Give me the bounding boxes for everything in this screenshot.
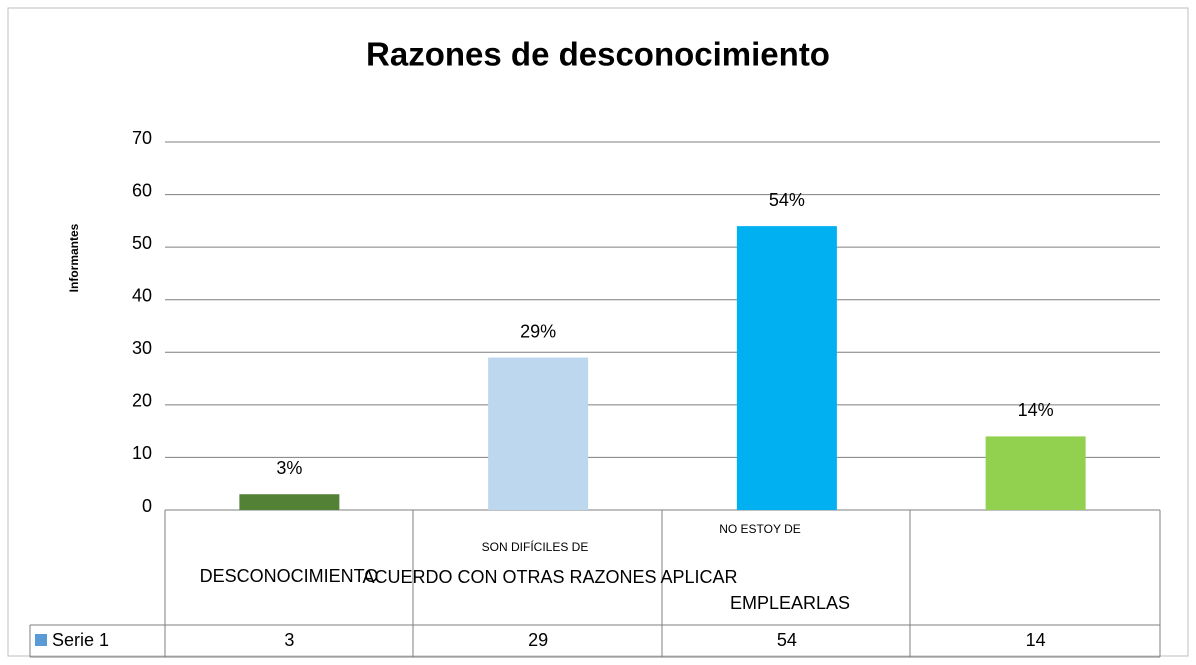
data-label: 14% (1018, 400, 1054, 420)
y-tick-label: 60 (132, 180, 152, 200)
y-tick-label: 40 (132, 285, 152, 305)
data-label: 29% (520, 321, 556, 341)
y-tick-label: 20 (132, 391, 152, 411)
table-value: 54 (777, 630, 797, 650)
bar (736, 226, 837, 510)
bar (239, 494, 340, 510)
x-tick-label: DESCONOCIMIENTO (200, 566, 379, 586)
y-tick-label: 30 (132, 338, 152, 358)
y-tick-label: 0 (142, 496, 152, 516)
table-value: 29 (528, 630, 548, 650)
chart-border (7, 7, 1189, 657)
bar (985, 436, 1086, 510)
y-axis-label: Informantes (67, 223, 81, 292)
chart-title: Razones de desconocimiento (366, 36, 830, 73)
data-label: 3% (276, 458, 302, 478)
category-note: ACUERDO CON OTRAS RAZONES APLICAR (362, 567, 737, 587)
table-value: 14 (1026, 630, 1046, 650)
category-note: EMPLEARLAS (730, 593, 850, 613)
bar (488, 357, 589, 510)
x-tick-label: SON DIFÍCILES DE (482, 539, 589, 554)
y-tick-label: 10 (132, 443, 152, 463)
legend-marker (35, 634, 47, 646)
table-value: 3 (284, 630, 294, 650)
y-tick-label: 70 (132, 128, 152, 148)
data-table (29, 510, 1161, 658)
legend-label: Serie 1 (52, 630, 109, 650)
y-tick-label: 50 (132, 233, 152, 253)
x-tick-label: NO ESTOY DE (719, 522, 801, 536)
data-label: 54% (769, 190, 805, 210)
